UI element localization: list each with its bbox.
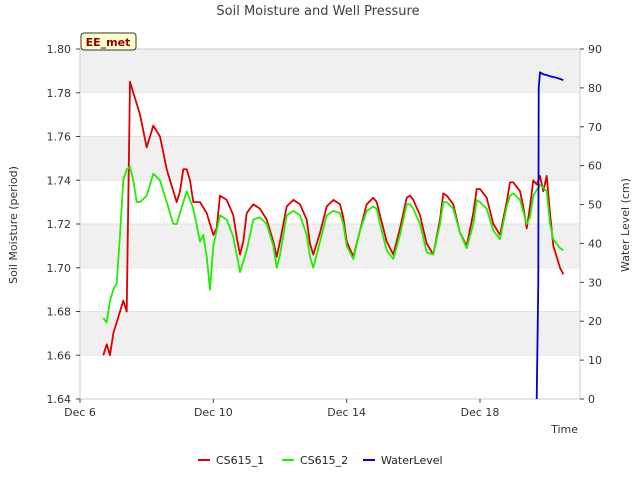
y-tick-label: 1.70 [47,262,72,275]
y2-tick-label: 20 [588,315,602,328]
y2-tick-label: 70 [588,121,602,134]
site-badge-label: EE_met [86,36,131,49]
x-tick-label: Dec 6 [64,406,96,419]
x-tick-label: Dec 10 [194,406,233,419]
grid-band [80,311,580,356]
site-badge-box [80,32,137,51]
x-axis-ticks: Dec 6 Dec 10 Dec 14 Dec 18 [64,399,499,419]
series-layer [102,71,565,400]
y-tick-label: 1.78 [47,87,72,100]
y2-tick-label: 80 [588,82,602,95]
y-tick-label: 1.80 [47,43,72,56]
chart-title: Soil Moisture and Well Pressure [216,4,419,19]
series-line-cs615-2 [102,166,564,324]
x-tick-label: Dec 18 [461,406,500,419]
legend: CS615_1 CS615_2 WaterLevel [198,454,443,467]
y2-tick-label: 50 [588,199,602,212]
y-tick-label: 1.76 [47,131,72,144]
y2-tick-label: 40 [588,237,602,250]
series-line-waterlevel [535,71,564,400]
legend-waterlevel-label: WaterLevel [381,454,443,467]
y2-tick-label: 0 [588,393,595,406]
x-tick-label: Dec 14 [327,406,366,419]
y2-tick-label: 90 [588,43,602,56]
plot-area [79,48,581,400]
y2-tick-label: 30 [588,276,602,289]
site-badge: EE_met [80,32,137,51]
y-axis-label: Soil Moisture (period) [7,166,20,284]
y-tick-label: 1.72 [47,218,72,231]
legend-cs615-1-label: CS615_1 [216,454,264,467]
grid-band [80,136,580,181]
grid-band [80,49,580,93]
x-axis-label: Time [550,423,578,436]
y2-axis-label: Water Level (cm) [619,178,632,272]
series-line-cs615-1 [102,80,565,357]
legend-cs615-2-label: CS615_2 [300,454,348,467]
y-tick-label: 1.68 [47,306,72,319]
y2-tick-label: 10 [588,354,602,367]
y-tick-label: 1.66 [47,349,72,362]
y-axis-ticks: 1.64 1.66 1.68 1.70 1.72 1.74 1.76 1.78 1.80 [47,43,80,406]
y-tick-label: 1.64 [47,393,72,406]
y2-tick-label: 60 [588,160,602,173]
y-tick-label: 1.74 [47,174,72,187]
grid-band [80,224,580,268]
y2-axis-ticks: 0 10 20 30 40 50 60 70 80 90 [580,43,602,406]
